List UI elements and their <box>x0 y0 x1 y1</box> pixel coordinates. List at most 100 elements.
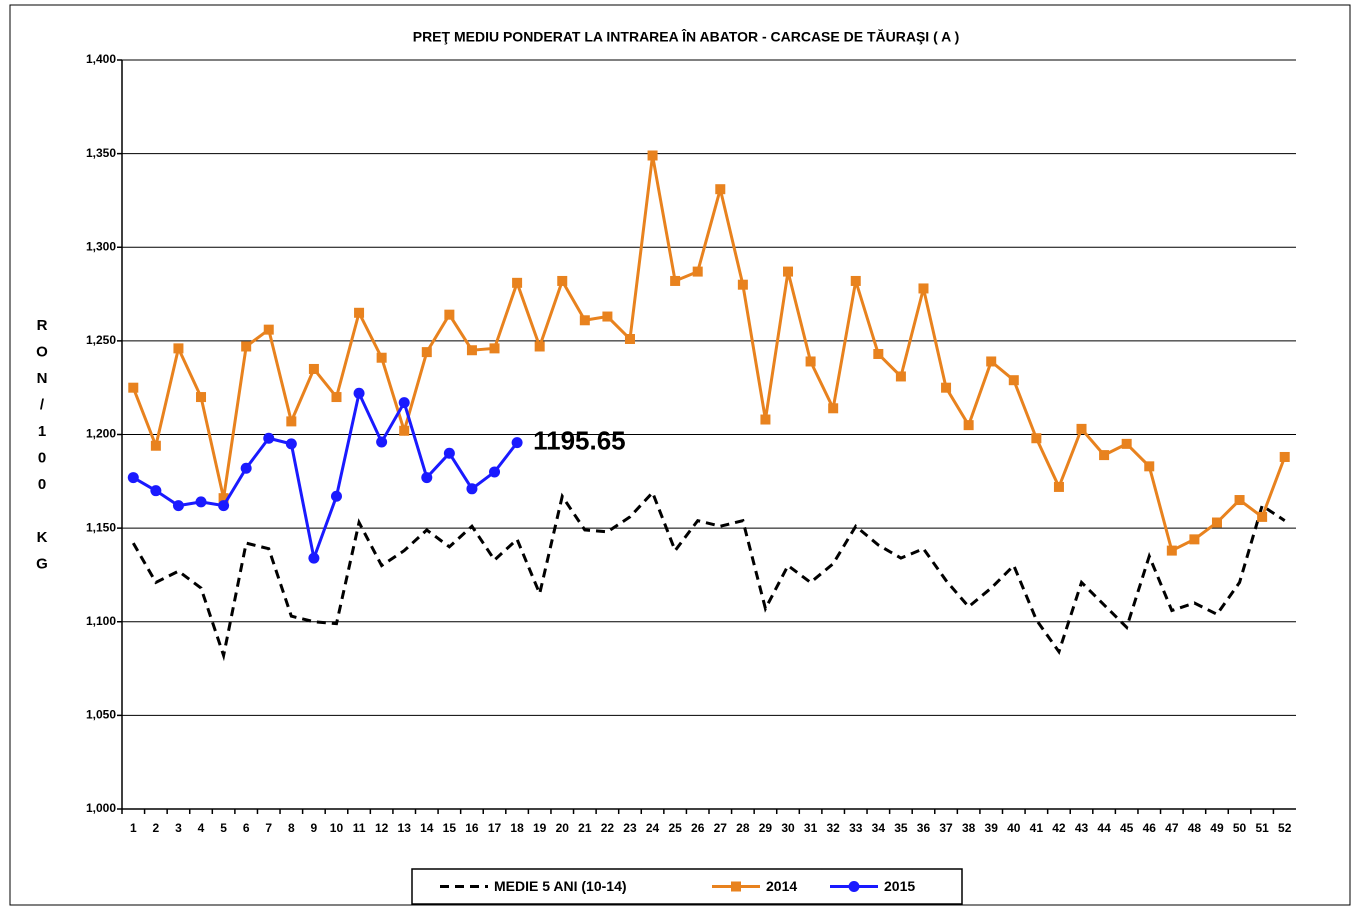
x-tick-label: 9 <box>311 821 318 835</box>
data-point <box>466 345 477 356</box>
x-tick-label: 6 <box>243 821 250 835</box>
data-point <box>285 438 297 450</box>
data-point <box>1234 495 1245 506</box>
legend-label: 2015 <box>884 878 915 894</box>
x-tick-label: 30 <box>781 821 795 835</box>
data-point <box>737 279 748 290</box>
y-tick-label: 1,000 <box>86 801 116 815</box>
data-point <box>353 387 365 399</box>
y-tick-label: 1,250 <box>86 333 116 347</box>
x-tick-label: 36 <box>917 821 931 835</box>
data-point <box>354 307 365 318</box>
x-tick-label: 3 <box>175 821 182 835</box>
data-point <box>330 490 342 502</box>
x-tick-label: 2 <box>153 821 160 835</box>
x-tick-label: 50 <box>1233 821 1247 835</box>
data-point <box>873 348 884 359</box>
legend-label: MEDIE 5 ANI (10-14) <box>494 878 627 894</box>
data-point <box>602 311 613 322</box>
x-tick-label: 46 <box>1143 821 1157 835</box>
data-point <box>241 341 252 352</box>
data-point <box>1121 438 1132 449</box>
data-point <box>128 382 139 393</box>
data-point <box>150 440 161 451</box>
x-tick-label: 26 <box>691 821 705 835</box>
data-point <box>172 500 184 512</box>
data-point <box>376 352 387 363</box>
data-label: 1195.65 <box>533 426 626 456</box>
x-tick-label: 5 <box>220 821 227 835</box>
x-tick-label: 31 <box>804 821 818 835</box>
data-point <box>398 397 410 409</box>
data-point <box>218 500 230 512</box>
data-point <box>286 416 297 427</box>
legend-marker <box>731 881 741 892</box>
data-point <box>760 414 771 425</box>
x-tick-label: 49 <box>1210 821 1224 835</box>
data-point <box>1144 461 1155 472</box>
data-point <box>240 462 252 474</box>
data-point <box>308 363 319 374</box>
x-tick-label: 24 <box>646 821 660 835</box>
x-tick-label: 19 <box>533 821 547 835</box>
x-tick-label: 45 <box>1120 821 1134 835</box>
x-tick-label: 38 <box>962 821 976 835</box>
series-line <box>131 155 1287 553</box>
data-point <box>1166 545 1177 556</box>
data-point <box>489 466 501 478</box>
x-tick-label: 34 <box>872 821 886 835</box>
data-point <box>512 277 523 288</box>
x-tick-label: 13 <box>398 821 412 835</box>
data-point <box>1031 433 1042 444</box>
x-tick-label: 22 <box>601 821 615 835</box>
data-point <box>444 309 455 320</box>
data-point <box>466 483 478 495</box>
legend-marker <box>848 881 860 892</box>
data-point <box>986 356 997 367</box>
x-tick-label: 35 <box>894 821 908 835</box>
data-point <box>783 266 794 277</box>
x-tick-label: 40 <box>1007 821 1021 835</box>
x-tick-label: 39 <box>985 821 999 835</box>
x-tick-label: 18 <box>510 821 524 835</box>
data-point <box>1189 534 1200 545</box>
data-point <box>1053 481 1064 492</box>
x-tick-label: 14 <box>420 821 434 835</box>
data-point <box>399 425 410 436</box>
data-point <box>196 392 207 403</box>
data-point <box>489 343 500 354</box>
y-tick-label: 1,150 <box>86 520 116 534</box>
data-point <box>895 371 906 382</box>
x-tick-label: 48 <box>1188 821 1202 835</box>
data-point <box>692 266 703 277</box>
data-point <box>127 472 139 484</box>
x-tick-label: 4 <box>198 821 205 835</box>
data-point <box>511 437 523 449</box>
legend-label: 2014 <box>766 878 797 894</box>
data-point <box>941 382 952 393</box>
data-point <box>918 283 929 294</box>
data-point <box>715 184 726 195</box>
data-point <box>421 347 432 358</box>
x-tick-label: 10 <box>330 821 344 835</box>
x-tick-label: 7 <box>265 821 272 835</box>
data-point <box>218 493 229 504</box>
data-point <box>963 420 974 431</box>
data-point <box>150 485 162 497</box>
x-tick-label: 25 <box>668 821 682 835</box>
data-point <box>1279 451 1290 462</box>
x-tick-label: 12 <box>375 821 389 835</box>
data-point <box>1076 423 1087 434</box>
data-point <box>331 392 342 403</box>
data-point <box>263 324 274 335</box>
x-tick-label: 37 <box>939 821 953 835</box>
y-tick-label: 1,100 <box>86 614 116 628</box>
data-point <box>624 334 635 345</box>
x-tick-label: 29 <box>759 821 773 835</box>
y-tick-label: 1,300 <box>86 239 116 253</box>
data-point <box>443 447 455 459</box>
data-point <box>670 275 681 286</box>
x-tick-label: 42 <box>1052 821 1066 835</box>
